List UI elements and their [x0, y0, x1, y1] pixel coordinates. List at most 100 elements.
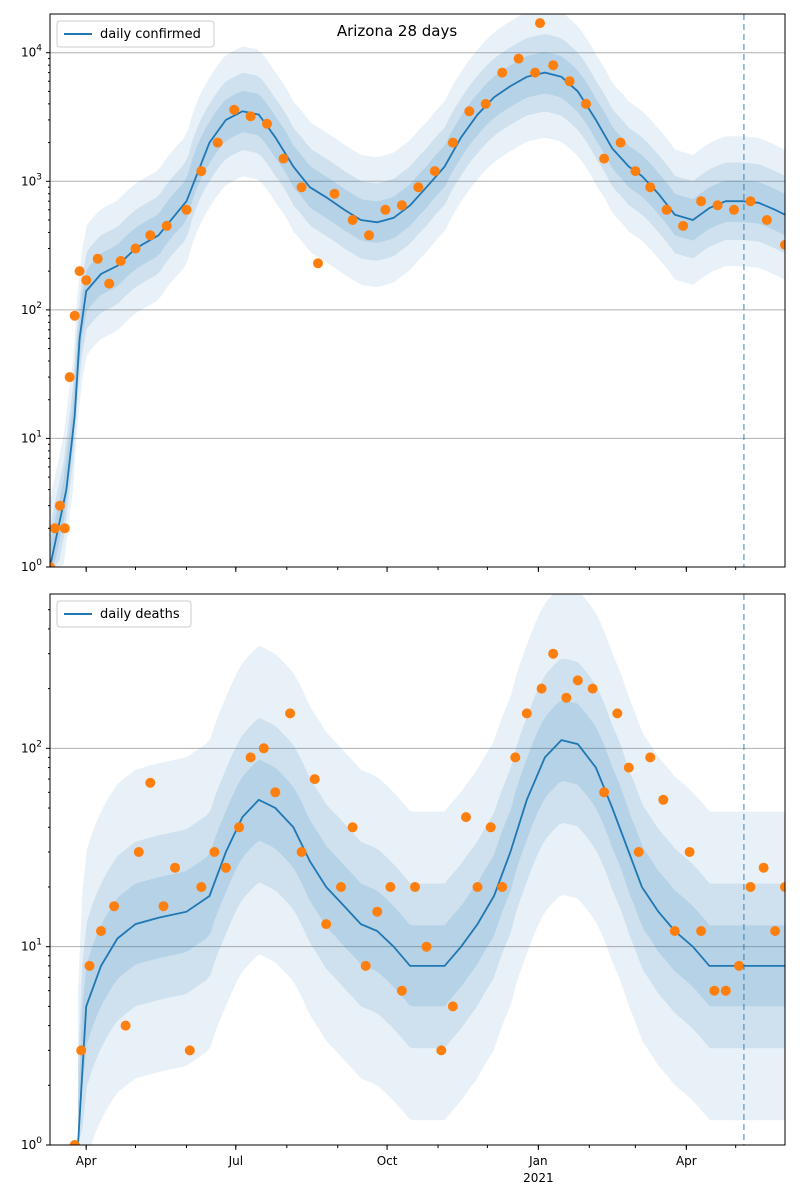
data-point	[109, 901, 120, 912]
data-point	[780, 882, 785, 892]
data-point	[734, 960, 744, 971]
x-tick-label: Apr	[76, 1154, 97, 1168]
legend-box	[56, 600, 192, 628]
data-point	[645, 182, 656, 193]
data-point	[380, 204, 391, 215]
y-tick-label: 101	[21, 429, 42, 445]
data-point	[712, 200, 723, 211]
axes-frame	[49, 593, 786, 1146]
data-point	[120, 1020, 131, 1031]
data-point	[780, 239, 785, 250]
data-point	[74, 266, 85, 277]
data-point	[313, 258, 323, 269]
data-point	[447, 137, 458, 148]
data-point	[758, 862, 769, 873]
data-point	[170, 862, 180, 873]
data-point	[81, 275, 92, 286]
data-point	[296, 847, 307, 857]
data-point	[561, 692, 572, 703]
data-point	[145, 777, 156, 788]
data-point	[615, 137, 626, 148]
data-point	[262, 118, 272, 129]
data-point	[485, 822, 496, 833]
data-point	[461, 812, 471, 823]
data-point	[472, 882, 483, 892]
data-point	[360, 960, 371, 971]
data-point	[513, 53, 524, 64]
data-point	[480, 98, 491, 109]
data-point	[581, 98, 591, 109]
data-point	[709, 985, 720, 996]
deaths-panel: 100 101 102 Apr Jul Oct Jan 2021 Apr daily deaths	[21, 593, 786, 1185]
data-point	[309, 774, 320, 785]
data-point	[696, 926, 707, 936]
data-point	[69, 310, 80, 321]
data-point	[209, 847, 220, 857]
data-point	[745, 196, 756, 207]
data-point	[50, 562, 55, 567]
legend: daily deaths	[56, 600, 192, 628]
y-tick-label: 101	[21, 938, 42, 954]
data-point	[158, 901, 169, 912]
data-point	[645, 752, 656, 763]
legend: daily confirmed	[56, 20, 215, 48]
data-point	[696, 196, 707, 207]
data-point	[347, 822, 358, 833]
data-point	[630, 166, 641, 177]
plot-area	[50, 14, 785, 567]
data-point	[564, 76, 575, 87]
x-tick-label: Jan	[528, 1154, 548, 1168]
data-point	[720, 985, 731, 996]
data-point	[234, 822, 245, 833]
x-tick-label: Apr	[676, 1154, 697, 1168]
uncertainty-band	[78, 700, 785, 1145]
data-point	[669, 926, 680, 936]
data-point	[245, 111, 256, 122]
plot-area	[69, 594, 785, 1145]
legend-box	[56, 20, 215, 48]
data-point	[133, 847, 144, 857]
data-point	[372, 906, 383, 917]
data-point	[770, 926, 781, 936]
data-point	[229, 104, 240, 115]
uncertainty-band	[78, 594, 785, 1145]
data-point	[270, 787, 281, 798]
data-point	[413, 182, 424, 193]
data-point	[115, 256, 126, 266]
data-point	[181, 204, 192, 215]
data-point	[196, 166, 207, 177]
data-point	[130, 243, 141, 254]
data-point	[661, 204, 672, 215]
data-point	[64, 372, 75, 383]
data-point	[364, 230, 374, 241]
data-point	[296, 182, 307, 193]
data-point	[623, 762, 634, 773]
data-point	[510, 752, 521, 763]
y-tick-label: 103	[21, 172, 42, 188]
data-point	[59, 523, 70, 534]
data-point	[396, 985, 407, 996]
data-point	[658, 794, 669, 805]
y-tick-label: 102	[21, 739, 42, 755]
chart-title: Arizona 28 days	[337, 22, 458, 40]
data-point	[50, 523, 60, 534]
series-line	[50, 71, 785, 567]
data-point	[548, 648, 559, 659]
data-point	[69, 1140, 80, 1145]
legend-label: daily deaths	[100, 607, 180, 622]
data-point	[429, 166, 440, 177]
y-tick-label: 100	[21, 1136, 42, 1152]
data-point	[464, 106, 475, 117]
y-tick-label: 100	[21, 558, 42, 574]
y-tick-label: 104	[21, 44, 42, 60]
data-point	[530, 67, 541, 78]
data-point	[196, 882, 207, 892]
data-point	[729, 204, 739, 215]
legend-label: daily confirmed	[100, 27, 201, 42]
data-point	[92, 253, 103, 264]
data-point	[436, 1045, 447, 1056]
data-point	[321, 919, 332, 930]
x-tick-label: Jul	[228, 1154, 243, 1168]
data-point	[536, 683, 547, 694]
y-tick-label: 102	[21, 301, 42, 317]
